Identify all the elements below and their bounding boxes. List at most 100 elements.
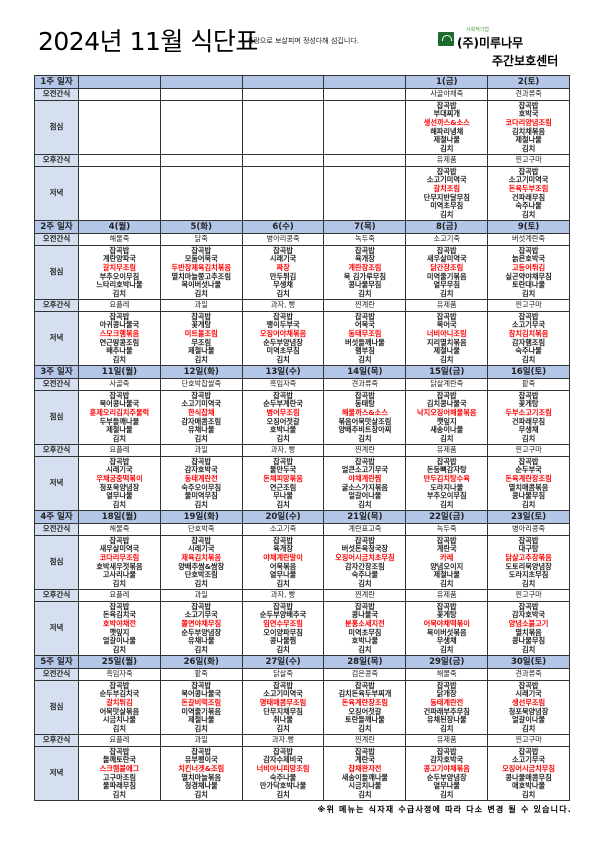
menu-item: 깻잎지 bbox=[109, 627, 130, 637]
menu-cell-am: 검은콩죽 bbox=[323, 668, 407, 681]
menu-cell-pm: 과자, 빵 bbox=[241, 299, 325, 312]
menu-item: 도라지나물 bbox=[430, 482, 464, 492]
menu-cell-dinner bbox=[241, 166, 325, 221]
menu-item: 제철나물 bbox=[106, 425, 133, 435]
menu-cell-am: 해물죽 bbox=[405, 668, 489, 681]
menu-cell-lunch: 잡곡밥 시래기국 짜장 만두튀김 무생채 김치 bbox=[241, 245, 325, 300]
menu-cell-lunch: 잡곡밥 모둠어묵국 두반장제육김치볶음 멸치마늘쫑고추조림 목이버섯나물 김치 bbox=[159, 245, 243, 300]
menu-item: 코다리무조림 bbox=[99, 552, 140, 562]
menu-cell-pm: 찐고구마 bbox=[487, 734, 570, 747]
menu-table: 1주 일자 1(금) 2(토) 오전간식 사골야채죽 견과류죽 점심 잡곡밥 부대찌개 생선까스&… bbox=[34, 75, 570, 801]
menu-item: 김치 bbox=[521, 354, 536, 364]
menu-item: 김치 bbox=[521, 288, 536, 298]
menu-item: 시금치나물 bbox=[348, 781, 382, 791]
row-label-pm: 오후간식 bbox=[34, 299, 79, 312]
menu-item: 실곤약야채무침 bbox=[505, 271, 552, 281]
menu-item: 김치채볶음 bbox=[512, 126, 546, 136]
row-label-lunch: 점심 bbox=[34, 245, 79, 300]
menu-item: 무조림 bbox=[191, 337, 212, 347]
day-date: 30일(토) bbox=[487, 655, 570, 669]
menu-item: 호박나물 bbox=[351, 636, 379, 646]
menu-item: 볶음어묵맛살조림 bbox=[338, 416, 392, 426]
menu-item: 김치 bbox=[440, 209, 454, 219]
row-dinner: 저녁 잡곡밥 돈육김치국 호박야채전 깻잎지 얼갈이나물 김치 잡곡밥 소고기무국 쫄면야채무침 순… bbox=[34, 601, 570, 656]
menu-cell-lunch: 잡곡밥 계란양파국 갈치무조림 부추오이무침 느타리호박나물 김치 bbox=[78, 245, 161, 300]
menu-item: 김치돈육두부찌개 bbox=[338, 689, 392, 699]
menu-item: 잡곡밥 bbox=[354, 535, 375, 545]
menu-item: 건파래무침 bbox=[512, 192, 546, 202]
menu-item: 열무나물 bbox=[269, 570, 297, 580]
menu-item: 잡곡밥 bbox=[436, 535, 457, 545]
menu-cell-pm: 유제품 bbox=[405, 154, 489, 167]
menu-item: 취나물 bbox=[273, 715, 293, 725]
menu-item: 무생채 bbox=[436, 636, 457, 646]
menu-cell-am: 닭죽 bbox=[159, 233, 243, 246]
menu-item: 잡곡밥 bbox=[109, 601, 130, 611]
menu-item: 김치 bbox=[521, 789, 536, 799]
menu-item: 김치 bbox=[112, 499, 127, 509]
menu-item: 미역초무침 bbox=[430, 201, 464, 211]
row-pm: 오후간식 요플레 과일 과자, 빵 찐계란 유제품 찐고구마 bbox=[34, 299, 570, 312]
menu-item: 북어콩나물국 bbox=[181, 689, 222, 699]
menu-cell-am: 녹두죽 bbox=[405, 523, 489, 536]
row-lunch: 점심 잡곡밥 부대찌개 생선까스&소스 해파리냉채 제철나물 김치 잡곡밥 호박국 코다리양념조림… bbox=[34, 100, 570, 155]
day-date: 11일(월) bbox=[78, 365, 161, 379]
menu-item: 순두부계란국 bbox=[263, 399, 303, 409]
menu-cell-dinner bbox=[323, 166, 407, 221]
menu-cell-lunch: 잡곡밥 닭개장 동태계란전 건파래부추무침 유채된장나물 김치 bbox=[405, 680, 489, 735]
slogan: 사랑으로 보살피며 정성다해 섬깁니다. bbox=[247, 37, 359, 45]
menu-item: 잡곡밥 bbox=[109, 390, 130, 400]
menu-cell-pm: 과일 bbox=[159, 734, 243, 747]
menu-item: 제철나물 bbox=[433, 346, 460, 356]
menu-item: 낙지오징어해물볶음 bbox=[416, 407, 477, 417]
menu-item: 숙주나물 bbox=[515, 201, 542, 211]
menu-item: 어묵볶음 bbox=[269, 561, 297, 571]
menu-item: 양념오이지 bbox=[430, 561, 464, 571]
menu-item: 잡곡밥 bbox=[273, 535, 293, 545]
menu-item: 순두부양념장 bbox=[426, 772, 467, 782]
menu-cell-am: 견과류죽 bbox=[487, 88, 570, 101]
menu-item: 오징어젓갈 bbox=[266, 416, 300, 426]
row-label-am: 오전간식 bbox=[34, 233, 79, 246]
menu-item: 김치 bbox=[440, 143, 454, 153]
menu-item: 만두튀김 bbox=[269, 271, 297, 281]
menu-item: 감자호박국 bbox=[430, 755, 464, 765]
day-date: 15일(금) bbox=[405, 365, 489, 379]
menu-item: 카레 bbox=[440, 552, 454, 562]
menu-cell-am bbox=[241, 88, 325, 101]
menu-item: 김치 bbox=[112, 354, 127, 364]
menu-item: 잡곡밥 bbox=[109, 245, 130, 255]
menu-item: 김치 bbox=[276, 789, 290, 799]
menu-cell-dinner: 잡곡밥 콩나물국 분홍소세지전 미역초무침 호박나물 김치 bbox=[323, 601, 407, 656]
menu-item: 잡곡밥 bbox=[191, 245, 212, 255]
menu-cell-lunch: 잡곡밥 호박국 코다리양념조림 김치채볶음 제철나물 김치 bbox=[487, 100, 570, 155]
menu-item: 잡곡밥 bbox=[436, 680, 457, 690]
row-label-pm: 오후간식 bbox=[34, 154, 79, 167]
menu-item: 단무지반달무침 bbox=[423, 192, 470, 202]
menu-item: 두부소고기조림 bbox=[505, 407, 552, 417]
menu-item: 잡곡밥 bbox=[191, 680, 212, 690]
menu-item: 김치 bbox=[276, 499, 290, 509]
menu-item: 토란대나물 bbox=[512, 280, 546, 290]
day-date: 9(토) bbox=[487, 220, 570, 234]
menu-cell-dinner: 잡곡밥 꽃게탕 어묵야채떡볶이 목이버섯볶음 무생채 김치 bbox=[405, 601, 489, 656]
menu-cell-pm: 유제품 bbox=[405, 589, 489, 602]
menu-item: 양념소불고기 bbox=[508, 618, 549, 628]
day-date: 20일(수) bbox=[241, 510, 325, 524]
menu-item: 동태무조림 bbox=[348, 328, 382, 338]
menu-item: 열무나물 bbox=[433, 781, 460, 791]
menu-item: 김치 bbox=[358, 433, 372, 443]
menu-cell-dinner: 잡곡밥 아귀콩나물국 스모크햄볶음 연근땅콩조림 배추나물 김치 bbox=[78, 311, 161, 366]
row-label-dinner: 저녁 bbox=[34, 456, 79, 511]
menu-item: 순두부양배추국 bbox=[259, 610, 307, 620]
menu-item: 야채계란찜 bbox=[348, 473, 382, 483]
menu-item: 시래기국 bbox=[515, 689, 542, 699]
menu-cell-pm: 유제품 bbox=[405, 444, 489, 457]
menu-item: 제철나물 bbox=[433, 570, 460, 580]
menu-item: 잡곡밥 bbox=[518, 746, 539, 756]
menu-item: 소고기무국 bbox=[184, 610, 218, 620]
menu-item: 김치 bbox=[358, 499, 372, 509]
menu-item: 잡곡밥 bbox=[109, 456, 130, 466]
row-am: 오전간식 흑임자죽 팥죽 닭살죽 검은콩죽 해물죽 견과류죽 bbox=[34, 668, 570, 681]
menu-item: 잡곡밥 bbox=[109, 311, 130, 321]
